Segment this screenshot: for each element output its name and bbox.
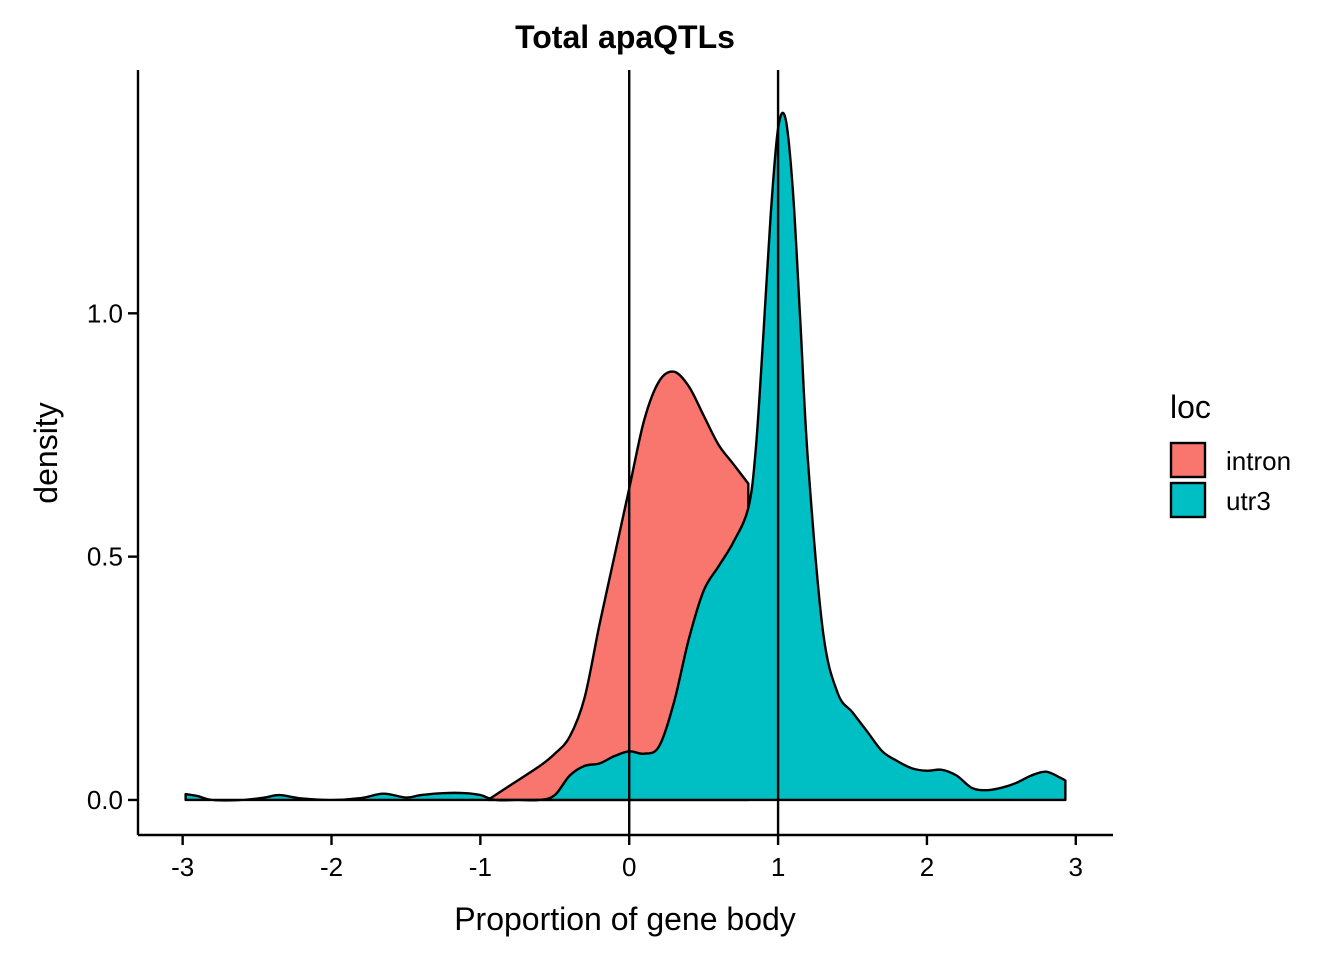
y-ticks: 0.0 0.5 1.0 [87,298,138,815]
legend-key-intron [1169,441,1207,479]
series-layer [184,111,1067,802]
y-axis-title: density [28,402,64,503]
vline-layer [628,70,780,835]
x-tick-label: 0 [622,852,636,882]
x-ticks: -3 -2 -1 0 1 2 3 [171,835,1083,882]
legend-label-utr3: utr3 [1226,486,1271,516]
x-axis-title: Proportion of gene body [454,901,796,937]
density-area-utr3 [184,111,1067,802]
chart-title: Total apaQTLs [515,19,735,55]
x-tick-label: 1 [771,852,785,882]
x-tick-label: -3 [171,852,194,882]
plot-area [184,70,1067,835]
x-tick-label: 2 [920,852,934,882]
legend-key-utr3 [1169,481,1207,519]
y-tick-label: 0.0 [87,785,123,815]
x-tick-label: -2 [320,852,343,882]
legend-label-intron: intron [1226,446,1291,476]
legend-title: loc [1170,389,1211,425]
axes-layer [136,70,1113,837]
x-tick-label: 3 [1069,852,1083,882]
x-tick-label: -1 [469,852,492,882]
legend: loc intron utr3 [1169,389,1291,519]
y-tick-label: 1.0 [87,298,123,328]
legend-items: intron utr3 [1169,441,1291,519]
y-tick-label: 0.5 [87,542,123,572]
